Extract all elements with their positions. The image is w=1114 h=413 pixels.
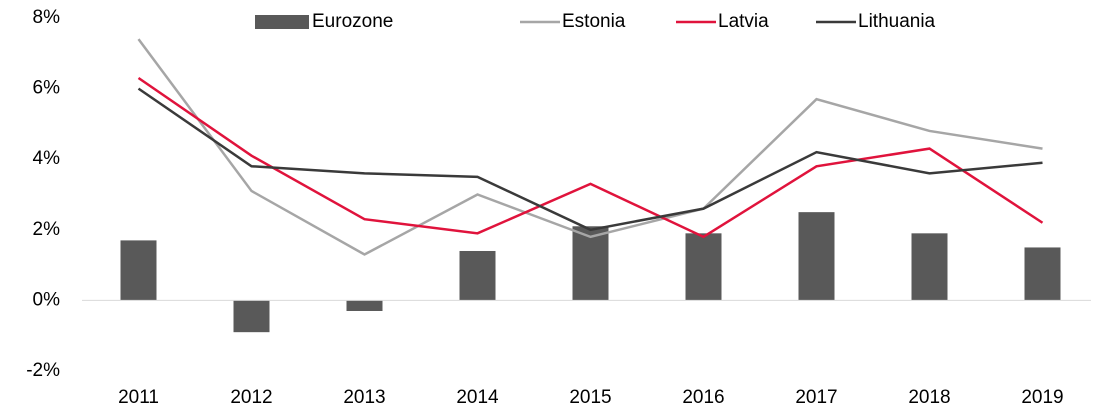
line xyxy=(137,87,1043,232)
x-tick-label: 2016 xyxy=(682,387,724,408)
bar xyxy=(346,300,383,311)
x-tick-label: 2019 xyxy=(1021,387,1063,408)
x-tick-label: 2017 xyxy=(795,387,837,408)
y-tick-label: 2% xyxy=(33,219,61,240)
legend-label: Eurozone xyxy=(312,11,393,32)
x-tick-label: 2014 xyxy=(456,387,499,408)
legend-label: Latvia xyxy=(718,11,769,32)
bar xyxy=(911,233,948,301)
x-tick-label: 2013 xyxy=(343,387,385,408)
y-tick-label: 4% xyxy=(33,148,61,169)
bar xyxy=(459,250,496,301)
legend-label: Estonia xyxy=(562,11,626,32)
x-tick-label: 2011 xyxy=(118,387,159,408)
y-tick-label: 6% xyxy=(33,78,61,99)
y-tick-label: 8% xyxy=(33,7,61,28)
y-tick-label: 0% xyxy=(33,289,61,310)
bar xyxy=(798,212,835,301)
legend-swatch xyxy=(255,15,309,29)
y-tick-label: -2% xyxy=(26,360,60,381)
bar xyxy=(233,300,270,333)
line xyxy=(137,38,1043,256)
line xyxy=(137,76,1044,239)
x-tick-label: 2018 xyxy=(908,387,950,408)
bar xyxy=(120,240,157,301)
x-tick-label: 2012 xyxy=(230,387,272,408)
bar xyxy=(685,233,722,301)
bar xyxy=(1024,247,1061,301)
legend-label: Lithuania xyxy=(858,11,936,32)
bar xyxy=(572,226,609,301)
x-tick-label: 2015 xyxy=(569,387,611,408)
